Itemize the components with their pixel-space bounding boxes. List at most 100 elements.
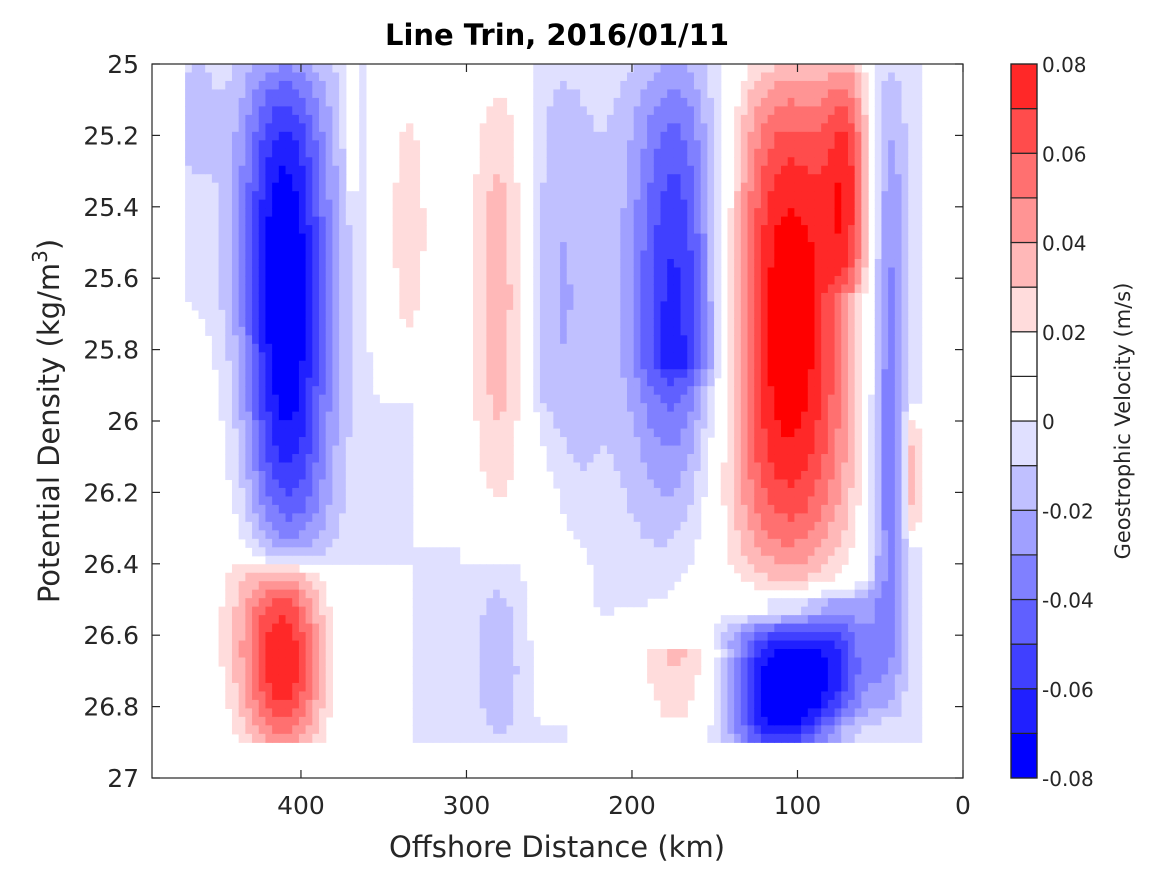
contour-cell [265, 64, 273, 74]
contour-cell [312, 513, 320, 523]
contour-cell [211, 123, 220, 133]
contour-cell [586, 521, 595, 531]
contour-cell [640, 487, 648, 498]
contour-cell [673, 64, 682, 74]
contour-cell [653, 199, 662, 209]
contour-cell [767, 386, 775, 396]
contour-cell [640, 309, 648, 319]
contour-cell [446, 572, 454, 582]
contour-cell [680, 665, 688, 676]
contour-cell [647, 64, 655, 74]
contour-cell [345, 403, 354, 413]
contour-cell [714, 632, 722, 642]
contour-cell [673, 360, 682, 370]
contour-cell [339, 140, 347, 150]
contour-cell [586, 335, 595, 345]
contour-cell [660, 182, 668, 192]
contour-cell [406, 462, 414, 472]
contour-cell [647, 547, 655, 557]
contour-cell [680, 437, 688, 447]
contour-cell [446, 640, 454, 650]
contour-cell [218, 80, 226, 91]
contour-cell [292, 733, 300, 743]
contour-cell [258, 615, 267, 625]
contour-cell [459, 632, 467, 642]
contour-cell [479, 250, 488, 260]
contour-cell [486, 250, 494, 260]
contour-cell [760, 284, 769, 294]
contour-cell [493, 487, 501, 498]
contour-cell [687, 208, 695, 218]
contour-cell [439, 649, 447, 659]
contour-cell [680, 301, 688, 311]
contour-cell [620, 225, 628, 235]
contour-cell [687, 97, 695, 107]
contour-cell [640, 462, 648, 472]
contour-cell [225, 216, 233, 226]
contour-cell [781, 530, 789, 540]
contour-cell [781, 454, 789, 464]
contour-cell [653, 72, 662, 82]
contour-cell [312, 496, 320, 506]
contour-cell [707, 369, 715, 379]
contour-cell [325, 615, 334, 625]
contour-cell [620, 275, 628, 286]
contour-cell [265, 699, 273, 709]
contour-cell [479, 682, 488, 693]
contour-cell [560, 148, 568, 158]
contour-cell [499, 216, 508, 226]
contour-cell [258, 504, 267, 514]
contour-cell [278, 72, 287, 82]
contour-cell [258, 267, 267, 277]
contour-cell [787, 428, 796, 438]
contour-cell [600, 250, 608, 260]
contour-cell [700, 72, 708, 82]
contour-cell [767, 157, 775, 167]
contour-cell [620, 242, 628, 252]
contour-cell [620, 411, 628, 421]
contour-cell [305, 649, 313, 659]
contour-cell [747, 538, 755, 548]
contour-cell [278, 674, 287, 684]
contour-cell [252, 598, 260, 608]
contour-cell [486, 725, 494, 735]
contour-cell [787, 106, 796, 116]
contour-cell [586, 259, 595, 269]
contour-cell [285, 513, 293, 523]
contour-cell [252, 377, 260, 387]
contour-cell [754, 250, 762, 260]
contour-cell [546, 284, 554, 294]
contour-cell [787, 326, 796, 336]
contour-cell [486, 259, 494, 269]
contour-cell [339, 233, 347, 243]
contour-cell [231, 470, 240, 481]
contour-cell [231, 97, 240, 107]
contour-cell [265, 598, 273, 608]
contour-cell [325, 445, 334, 455]
contour-cell [272, 191, 280, 201]
contour-cell [473, 581, 481, 591]
contour-cell [754, 411, 762, 421]
contour-cell [667, 682, 675, 693]
contour-cell [627, 462, 635, 472]
contour-cell [339, 377, 347, 387]
contour-cell [245, 733, 253, 743]
contour-cell [419, 674, 427, 684]
contour-cell [352, 216, 360, 226]
contour-cell [412, 191, 421, 201]
contour-cell [546, 97, 554, 107]
contour-cell [620, 157, 628, 167]
contour-cell [185, 259, 193, 269]
contour-cell [647, 589, 655, 599]
contour-cell [633, 284, 642, 294]
contour-cell [392, 547, 400, 557]
contour-cell [379, 496, 387, 506]
contour-cell [359, 445, 367, 455]
contour-cell [352, 250, 360, 260]
contour-cell [687, 674, 695, 684]
contour-cell [593, 513, 601, 523]
contour-cell [774, 420, 782, 430]
contour-cell [312, 191, 320, 201]
contour-cell [426, 589, 434, 599]
contour-cell [339, 242, 347, 252]
